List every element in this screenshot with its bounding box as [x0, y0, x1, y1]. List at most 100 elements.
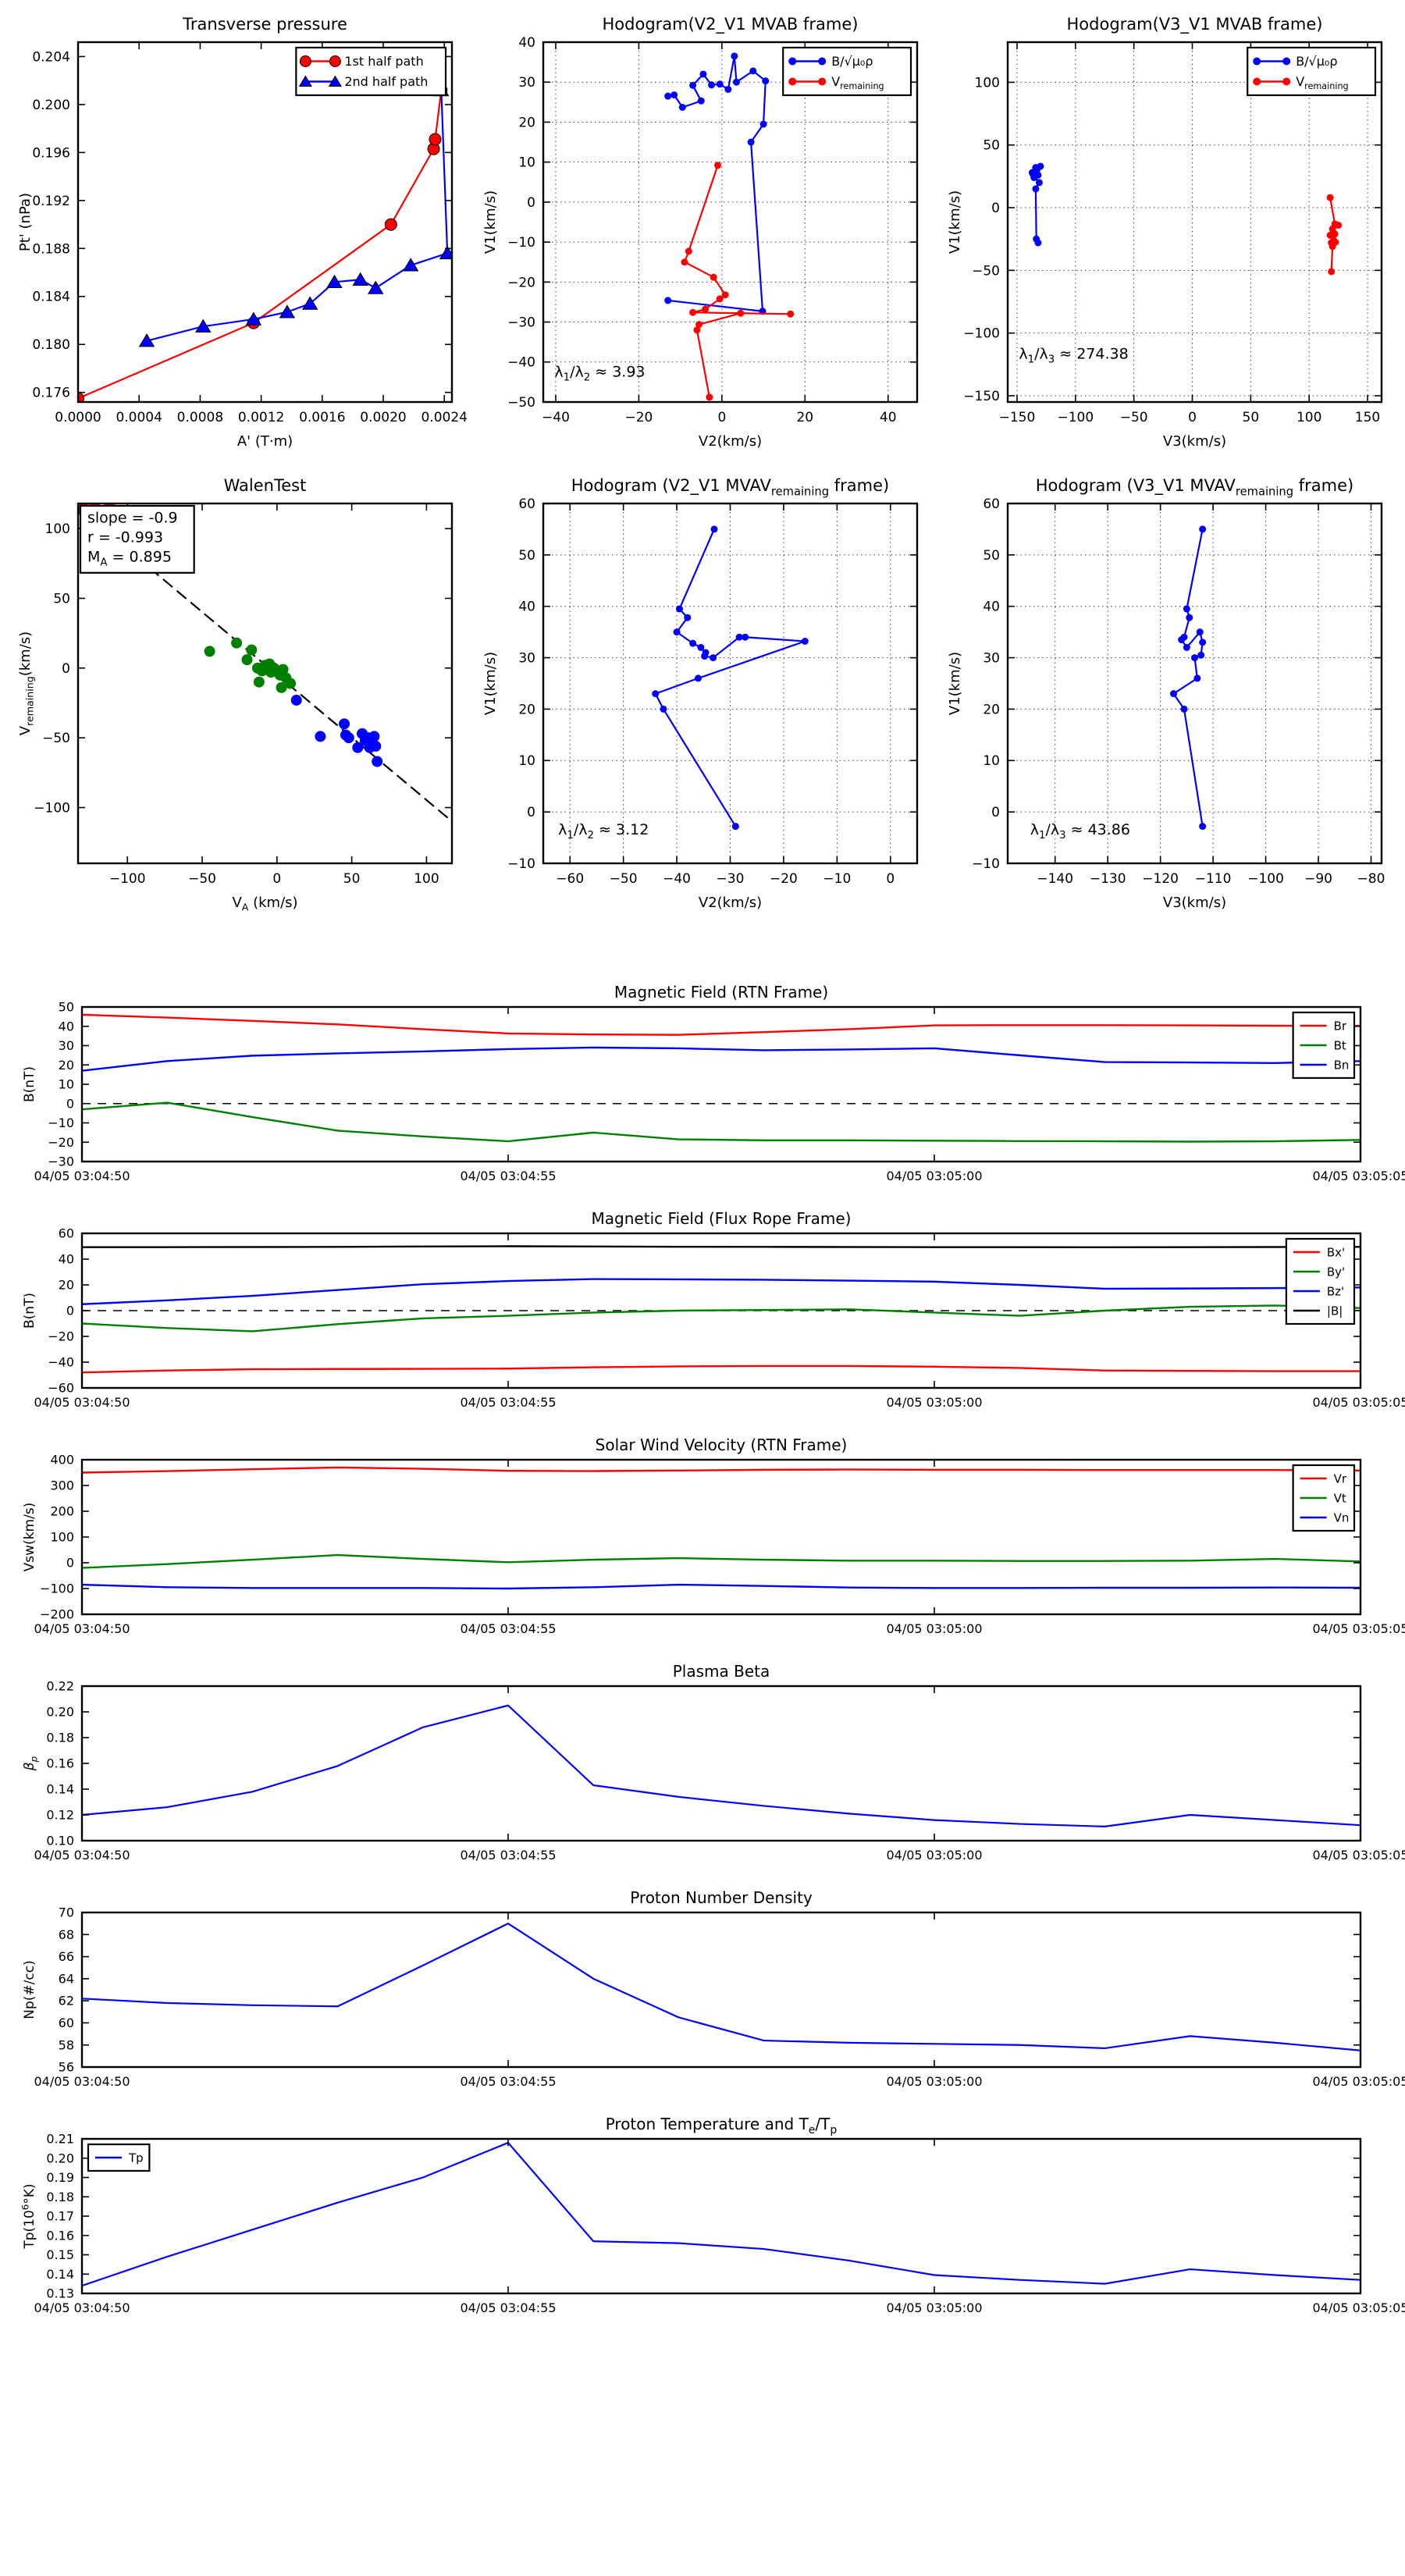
svg-text:−100: −100 [1057, 410, 1094, 425]
svg-text:−30: −30 [716, 871, 744, 887]
svg-text:04/05 03:05:00: 04/05 03:05:00 [886, 1169, 982, 1183]
svg-text:Proton Temperature and Te/Tp: Proton Temperature and Te/Tp [606, 2115, 838, 2137]
chart-transverse-pressure: 0.0000 0.0004 0.0008 0.0012 0.0016 0.0020 0.00… [9, 9, 468, 458]
svg-text:04/05 03:04:55: 04/05 03:04:55 [460, 1621, 556, 1636]
svg-text:Bt: Bt [1334, 1038, 1346, 1052]
svg-text:0.14: 0.14 [46, 2267, 74, 2282]
chart-magnetic-field-rtn: 04/05 03:04:50 04/05 03:04:55 04/05 03:05:… [0, 980, 1405, 1207]
svg-text:V1(km/s): V1(km/s) [947, 190, 963, 254]
svg-text:04/05 03:04:50: 04/05 03:04:50 [34, 1169, 130, 1183]
chart-hodogram-v2v1-mvav: −60 −50 −40 −30 −20 −10 0 −10 0 10 20 30 40 50 60 Hodog… [475, 471, 931, 920]
svg-text:−80: −80 [1357, 871, 1385, 887]
svg-text:V1(km/s): V1(km/s) [947, 652, 963, 715]
svg-text:Vremaining: Vremaining [1296, 74, 1348, 91]
svg-text:Tp: Tp [128, 2151, 144, 2165]
svg-text:V1(km/s): V1(km/s) [482, 652, 499, 715]
svg-text:−10: −10 [972, 856, 1000, 872]
svg-text:64: 64 [59, 1971, 74, 1986]
svg-text:60: 60 [518, 496, 535, 512]
svg-text:100: 100 [45, 521, 70, 537]
svg-text:04/05 03:05:00: 04/05 03:05:00 [886, 1395, 982, 1410]
svg-text:300: 300 [50, 1478, 74, 1493]
svg-text:10: 10 [983, 753, 1000, 769]
svg-text:0: 0 [717, 410, 726, 425]
svg-text:20: 20 [518, 702, 535, 717]
svg-text:0: 0 [272, 871, 281, 887]
svg-text:2nd half path: 2nd half path [344, 74, 428, 89]
svg-text:1st half path: 1st half path [344, 54, 423, 69]
svg-text:04/05 03:04:55: 04/05 03:04:55 [460, 1395, 556, 1410]
svg-text:60: 60 [59, 1226, 74, 1241]
svg-text:30: 30 [59, 1038, 74, 1053]
svg-text:30: 30 [518, 651, 535, 667]
svg-text:B(nT): B(nT) [22, 1066, 37, 1102]
svg-text:−100: −100 [40, 1582, 74, 1596]
svg-text:0.10: 0.10 [46, 1834, 74, 1848]
svg-text:60: 60 [59, 2016, 74, 2030]
svg-text:λ1/λ2 ≈ 3.93: λ1/λ2 ≈ 3.93 [554, 364, 645, 384]
svg-text:04/05 03:04:50: 04/05 03:04:50 [34, 1848, 130, 1863]
svg-text:Pt' (nPa): Pt' (nPa) [17, 193, 34, 251]
svg-text:−60: −60 [48, 1381, 74, 1396]
svg-text:Hodogram (V3_V1 MVAVremaining: Hodogram (V3_V1 MVAVremaining frame) [1036, 476, 1353, 498]
svg-text:400: 400 [50, 1453, 74, 1468]
svg-text:0: 0 [527, 195, 535, 211]
svg-text:30: 30 [983, 651, 1000, 667]
svg-text:Hodogram(V2_V1 MVAB frame): Hodogram(V2_V1 MVAB frame) [602, 15, 858, 34]
svg-text:0.0004: 0.0004 [116, 410, 162, 425]
svg-text:40: 40 [518, 600, 535, 615]
svg-text:−90: −90 [1304, 871, 1332, 887]
svg-text:−20: −20 [769, 871, 797, 887]
svg-text:0: 0 [1188, 410, 1197, 425]
svg-text:0.20: 0.20 [46, 2151, 74, 2165]
svg-text:04/05 03:04:50: 04/05 03:04:50 [34, 1395, 130, 1410]
svg-text:0: 0 [886, 871, 895, 887]
svg-text:|B|: |B| [1327, 1304, 1343, 1318]
svg-text:40: 40 [59, 1019, 74, 1034]
svg-text:0.19: 0.19 [46, 2170, 74, 2185]
svg-text:Magnetic Field (RTN Frame): Magnetic Field (RTN Frame) [614, 983, 828, 1002]
svg-text:0.0020: 0.0020 [360, 410, 406, 425]
svg-text:0.188: 0.188 [32, 241, 70, 257]
svg-text:−10: −10 [48, 1115, 74, 1130]
svg-text:Solar Wind Velocity (RTN Frame: Solar Wind Velocity (RTN Frame) [596, 1436, 848, 1454]
chart-hodogram-v3v1-mvab: −150 −100 −50 0 50 100 150 −150 −100 −50 0 50 100 Hod… [939, 9, 1396, 458]
svg-text:Proton Number Density: Proton Number Density [630, 1888, 813, 1907]
svg-text:−100: −100 [1247, 871, 1284, 887]
svg-text:−60: −60 [556, 871, 584, 887]
svg-text:0: 0 [991, 805, 1000, 820]
svg-text:0.0008: 0.0008 [177, 410, 223, 425]
svg-text:−100: −100 [963, 326, 1000, 342]
svg-text:−50: −50 [609, 871, 637, 887]
svg-text:Bn: Bn [1334, 1058, 1350, 1072]
svg-text:−40: −40 [507, 355, 535, 371]
svg-text:V1(km/s): V1(km/s) [482, 190, 499, 254]
svg-text:−50: −50 [972, 263, 1000, 279]
svg-text:Bx': Bx' [1327, 1245, 1345, 1259]
svg-text:Vremaining(km/s): Vremaining(km/s) [17, 632, 36, 735]
svg-text:Bz': Bz' [1327, 1284, 1344, 1298]
svg-text:0: 0 [66, 1556, 74, 1571]
svg-text:0.180: 0.180 [32, 337, 70, 353]
svg-text:Br: Br [1334, 1019, 1347, 1033]
svg-text:04/05 03:05:00: 04/05 03:05:00 [886, 1621, 982, 1636]
svg-text:−140: −140 [1037, 871, 1073, 887]
svg-text:V3(km/s): V3(km/s) [1163, 895, 1226, 911]
svg-text:0.13: 0.13 [46, 2286, 74, 2301]
svg-text:50: 50 [343, 871, 361, 887]
svg-text:0.204: 0.204 [32, 49, 70, 65]
svg-text:WalenTest: WalenTest [224, 476, 307, 495]
svg-text:−150: −150 [963, 389, 1000, 404]
svg-text:150: 150 [1355, 410, 1380, 425]
svg-text:−50: −50 [188, 871, 216, 887]
svg-text:Vremaining: Vremaining [831, 74, 884, 91]
svg-text:0: 0 [527, 805, 535, 820]
svg-text:40: 40 [879, 410, 896, 425]
svg-text:56: 56 [59, 2060, 74, 2075]
svg-text:0.0024: 0.0024 [421, 410, 467, 425]
svg-text:−130: −130 [1090, 871, 1126, 887]
svg-text:04/05 03:04:50: 04/05 03:04:50 [34, 2300, 130, 2315]
svg-text:40: 40 [983, 600, 1000, 615]
svg-text:0.22: 0.22 [46, 1679, 74, 1694]
